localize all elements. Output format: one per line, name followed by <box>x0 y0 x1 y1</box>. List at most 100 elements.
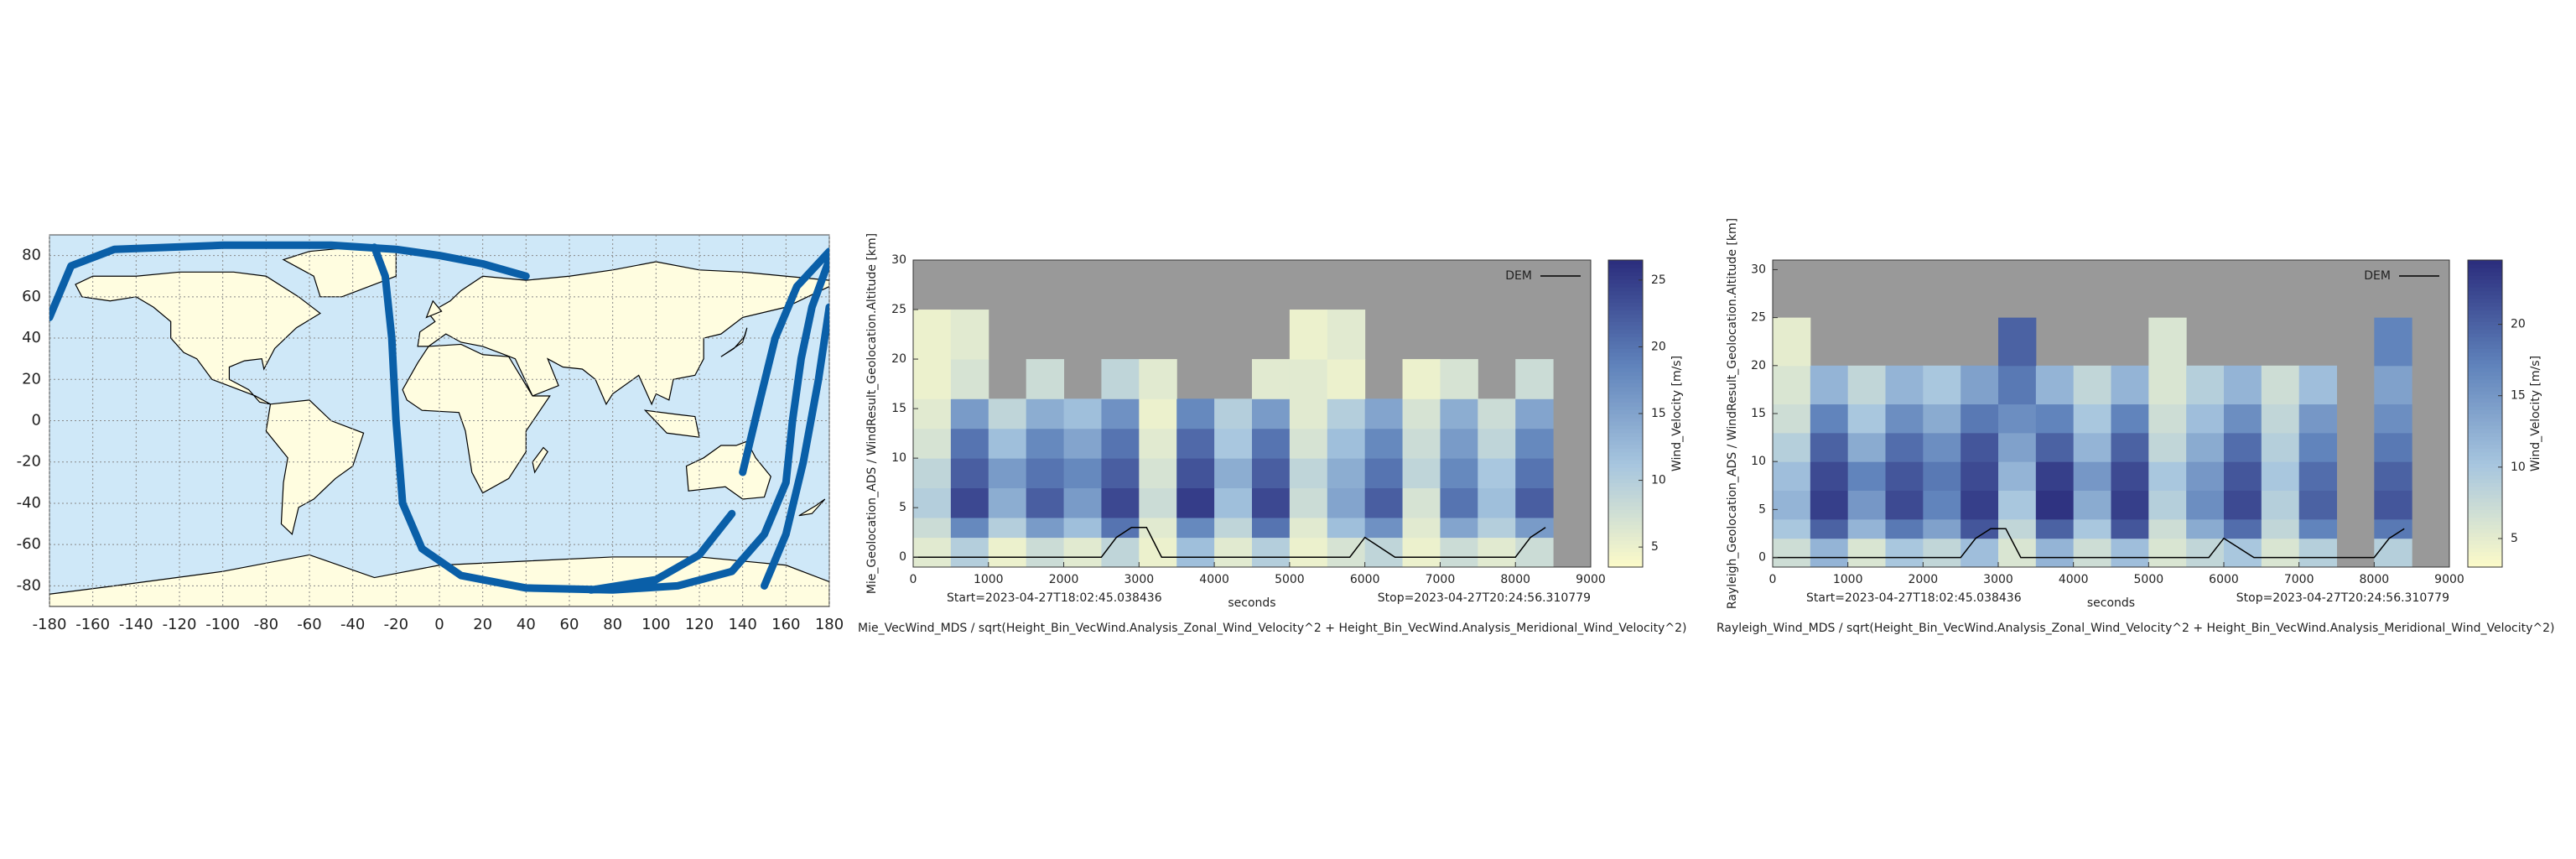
x-tick-label: -40 <box>340 616 365 633</box>
x-tick-label: 9000 <box>2434 573 2464 586</box>
colorbar-strip <box>1608 509 1643 514</box>
heatmap-cell <box>913 398 952 430</box>
heatmap-cell <box>1885 538 1924 568</box>
heatmap-cell <box>1923 403 1961 434</box>
colorbar-strip <box>1608 548 1643 553</box>
colorbar-strip <box>1608 329 1643 334</box>
heatmap-cell <box>2374 490 2412 520</box>
heatmap-cell <box>1998 403 2037 434</box>
heatmap-cell <box>950 517 989 539</box>
heatmap-cell <box>1402 428 1441 459</box>
heatmap-cell <box>1847 403 1886 434</box>
heatmap-cell <box>1214 537 1253 568</box>
start-time: Start=2023-04-27T18:02:45.038436 <box>1806 591 2022 605</box>
colorbar-strip <box>2468 555 2502 560</box>
colorbar-strip <box>1608 448 1643 453</box>
heatmap-cell <box>2111 490 2149 520</box>
colorbar-strip <box>1608 444 1643 449</box>
heatmap-cell <box>1847 432 1886 462</box>
heatmap-cell <box>1327 458 1366 489</box>
x-tick-label: 4000 <box>1199 573 1229 586</box>
colorbar-strip <box>1608 497 1643 502</box>
heatmap-cell <box>1327 428 1366 459</box>
y-tick-label: 60 <box>22 288 41 305</box>
colorbar-strip <box>1608 429 1643 434</box>
colorbar-strip <box>2468 344 2502 349</box>
heatmap-cell <box>1515 537 1554 568</box>
y-tick-label: -40 <box>17 494 41 512</box>
heatmap-cell <box>1289 398 1328 430</box>
y-axis-label: Rayleigh_Geolocation_ADS / WindResult_Ge… <box>1726 218 1739 609</box>
heatmap-cell <box>1847 518 1886 539</box>
heatmap-cell <box>2148 538 2187 568</box>
heatmap-cell <box>2261 538 2300 568</box>
heatmap-cell <box>1063 398 1102 430</box>
colorbar-strip <box>2468 482 2502 487</box>
colorbar-strip <box>2468 263 2502 268</box>
x-tick-label: -120 <box>163 616 197 633</box>
heatmap-cell <box>913 310 952 360</box>
heatmap-cell <box>1402 517 1441 539</box>
x-tick-label: 100 <box>641 616 670 633</box>
colorbar-strip <box>1608 456 1643 461</box>
heatmap-cell <box>2148 432 2187 462</box>
x-tick-label: -160 <box>75 616 110 633</box>
colorbar-strip <box>1608 263 1643 268</box>
dem-line <box>913 527 1546 558</box>
colorbar-strip <box>1608 305 1643 311</box>
colorbar-tick-label: 25 <box>1651 273 1666 287</box>
x-tick-label: 0 <box>910 573 917 586</box>
heatmap-cell <box>1252 398 1291 430</box>
heatmap-cell <box>1478 458 1516 489</box>
colorbar-strip <box>1608 513 1643 518</box>
heatmap-cell <box>1327 310 1366 360</box>
heatmap-cell <box>1364 517 1404 539</box>
colorbar-strip <box>1608 378 1643 383</box>
heatmap-cell <box>1101 487 1140 518</box>
colorbar-tick-label: 5 <box>1651 540 1659 554</box>
colorbar-strip <box>2468 260 2502 265</box>
x-tick-label: 3000 <box>1983 573 2013 586</box>
heatmap-cell <box>1252 537 1291 568</box>
colorbar-strip <box>2468 325 2502 330</box>
colorbar-strip <box>2468 513 2502 518</box>
heatmap-cell <box>2035 403 2075 434</box>
colorbar-strip <box>2468 375 2502 380</box>
colorbar-strip <box>1608 290 1643 295</box>
heatmap-cell <box>1252 359 1291 399</box>
colorbar-strip <box>1608 317 1643 322</box>
heatmap-cell <box>988 458 1027 489</box>
colorbar-strip <box>2468 409 2502 414</box>
heatmap-cell <box>2261 518 2300 539</box>
heatmap-cell <box>1101 428 1140 459</box>
colorbar-strip <box>1608 375 1643 380</box>
heatmap-cell <box>1885 461 1924 491</box>
heatmap-cell <box>1252 517 1291 539</box>
heatmap-cell <box>913 359 952 399</box>
heatmap-cell <box>2073 461 2111 491</box>
heatmap-cell <box>1063 537 1102 568</box>
colorbar-strip <box>2468 440 2502 445</box>
heatmap-cell <box>2148 490 2187 520</box>
heatmap-cell <box>950 310 989 360</box>
heatmap-cell <box>1101 398 1140 430</box>
heatmap-cell <box>1026 359 1065 399</box>
y-axis-label: Mie_Geolocation_ADS / WindResult_Geoloca… <box>865 233 879 594</box>
x-tick-label: 120 <box>685 616 714 633</box>
heatmap-cell <box>2148 365 2187 405</box>
colorbar-tick-label: 15 <box>1651 407 1666 420</box>
heatmap-cell <box>1289 517 1328 539</box>
heatmap-cell <box>2111 461 2149 491</box>
heatmap-cell <box>1773 490 1811 520</box>
heatmap-cell <box>1364 398 1404 430</box>
x-tick-label: -140 <box>119 616 153 633</box>
expression-title: Mie_VecWind_MDS / sqrt(Height_Bin_VecWin… <box>858 622 1686 635</box>
colorbar-strip <box>1608 505 1643 510</box>
colorbar-strip <box>2468 298 2502 303</box>
heatmap-cell <box>1923 518 1961 539</box>
heatmap-cell <box>1289 310 1328 360</box>
heatmap-cell <box>1063 428 1102 459</box>
x-axis-label: seconds <box>2087 596 2135 610</box>
heatmap-cell <box>1515 458 1554 489</box>
heatmap-cell <box>1961 518 1999 539</box>
